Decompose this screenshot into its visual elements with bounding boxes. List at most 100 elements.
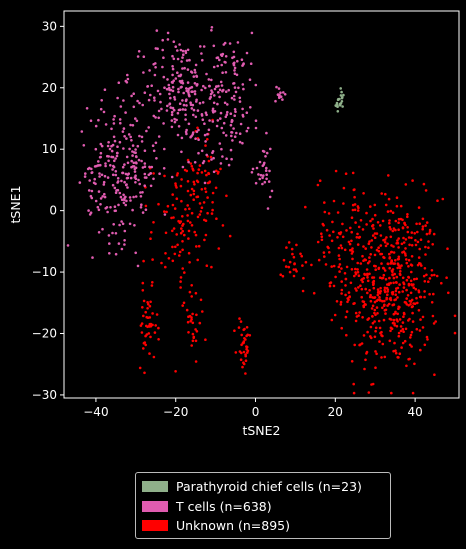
data-point — [244, 359, 248, 363]
data-point — [97, 190, 101, 193]
data-point — [403, 300, 407, 304]
data-point — [171, 259, 175, 263]
data-point — [242, 350, 246, 354]
data-point — [153, 331, 157, 334]
data-point — [171, 54, 174, 58]
data-point — [425, 335, 429, 339]
data-point — [218, 95, 221, 99]
data-point — [368, 240, 371, 243]
data-point — [423, 280, 427, 283]
data-point — [242, 328, 245, 332]
data-point — [370, 307, 374, 310]
data-point — [301, 289, 305, 293]
data-point — [402, 282, 406, 286]
data-point — [186, 214, 189, 217]
data-point — [328, 234, 331, 237]
data-point — [204, 144, 207, 147]
data-point — [113, 205, 117, 208]
data-point — [193, 90, 197, 93]
data-point — [396, 320, 399, 323]
data-point — [114, 170, 118, 173]
data-point — [186, 68, 190, 71]
data-point — [78, 181, 82, 184]
data-point — [382, 255, 385, 259]
data-point — [93, 177, 96, 181]
data-point — [210, 212, 214, 215]
data-point — [145, 129, 148, 133]
data-point — [107, 155, 110, 158]
data-point — [359, 284, 362, 288]
data-point — [169, 96, 172, 100]
data-point — [403, 312, 406, 316]
data-point — [441, 197, 445, 201]
data-point — [231, 119, 234, 123]
data-point — [383, 290, 387, 294]
data-point — [336, 236, 339, 239]
data-point — [347, 240, 351, 244]
data-point — [241, 141, 244, 145]
data-point — [172, 57, 176, 61]
data-point — [323, 201, 326, 204]
data-point — [357, 314, 360, 317]
data-point — [180, 199, 183, 203]
data-point — [281, 274, 285, 278]
data-point — [82, 144, 86, 147]
data-point — [389, 227, 392, 231]
data-point — [148, 69, 151, 72]
data-point — [167, 83, 171, 87]
data-point — [380, 262, 383, 265]
data-point — [166, 38, 170, 41]
data-point — [193, 68, 197, 72]
data-point — [397, 228, 400, 231]
data-point — [277, 87, 281, 90]
data-point — [183, 271, 186, 274]
data-point — [134, 195, 138, 198]
data-point — [453, 314, 457, 318]
data-point — [97, 208, 101, 212]
data-point — [219, 80, 223, 84]
data-point — [179, 220, 183, 223]
data-point — [203, 218, 206, 222]
data-point — [190, 295, 193, 298]
data-point — [365, 268, 369, 271]
data-point — [371, 321, 375, 325]
data-point — [320, 235, 324, 238]
data-point — [191, 321, 195, 325]
data-point — [383, 299, 386, 303]
data-point — [374, 313, 377, 317]
data-point — [327, 212, 331, 215]
data-point — [204, 233, 208, 237]
data-point — [230, 134, 233, 138]
data-point — [342, 202, 345, 205]
data-point — [376, 298, 380, 302]
data-point — [420, 264, 423, 267]
data-point — [401, 290, 405, 293]
data-point — [216, 119, 220, 122]
data-point — [409, 336, 412, 339]
data-point — [404, 238, 408, 241]
data-point — [407, 284, 411, 287]
data-point — [190, 164, 194, 168]
data-point — [324, 263, 328, 266]
data-point — [242, 362, 246, 366]
data-point — [91, 256, 94, 259]
data-point — [99, 155, 102, 159]
data-point — [368, 272, 371, 276]
data-point — [192, 180, 196, 184]
data-point — [386, 288, 390, 292]
data-point — [144, 208, 148, 211]
data-point — [186, 158, 190, 162]
data-point — [352, 382, 356, 386]
data-point — [345, 333, 348, 337]
data-point — [190, 344, 193, 347]
data-point — [417, 206, 421, 209]
data-point — [126, 176, 130, 180]
data-point — [187, 91, 190, 94]
data-point — [147, 332, 151, 335]
data-point — [265, 166, 268, 170]
data-point — [390, 244, 393, 247]
data-point — [90, 196, 94, 200]
data-point — [165, 109, 169, 112]
data-point — [224, 55, 228, 58]
data-point — [134, 151, 137, 154]
